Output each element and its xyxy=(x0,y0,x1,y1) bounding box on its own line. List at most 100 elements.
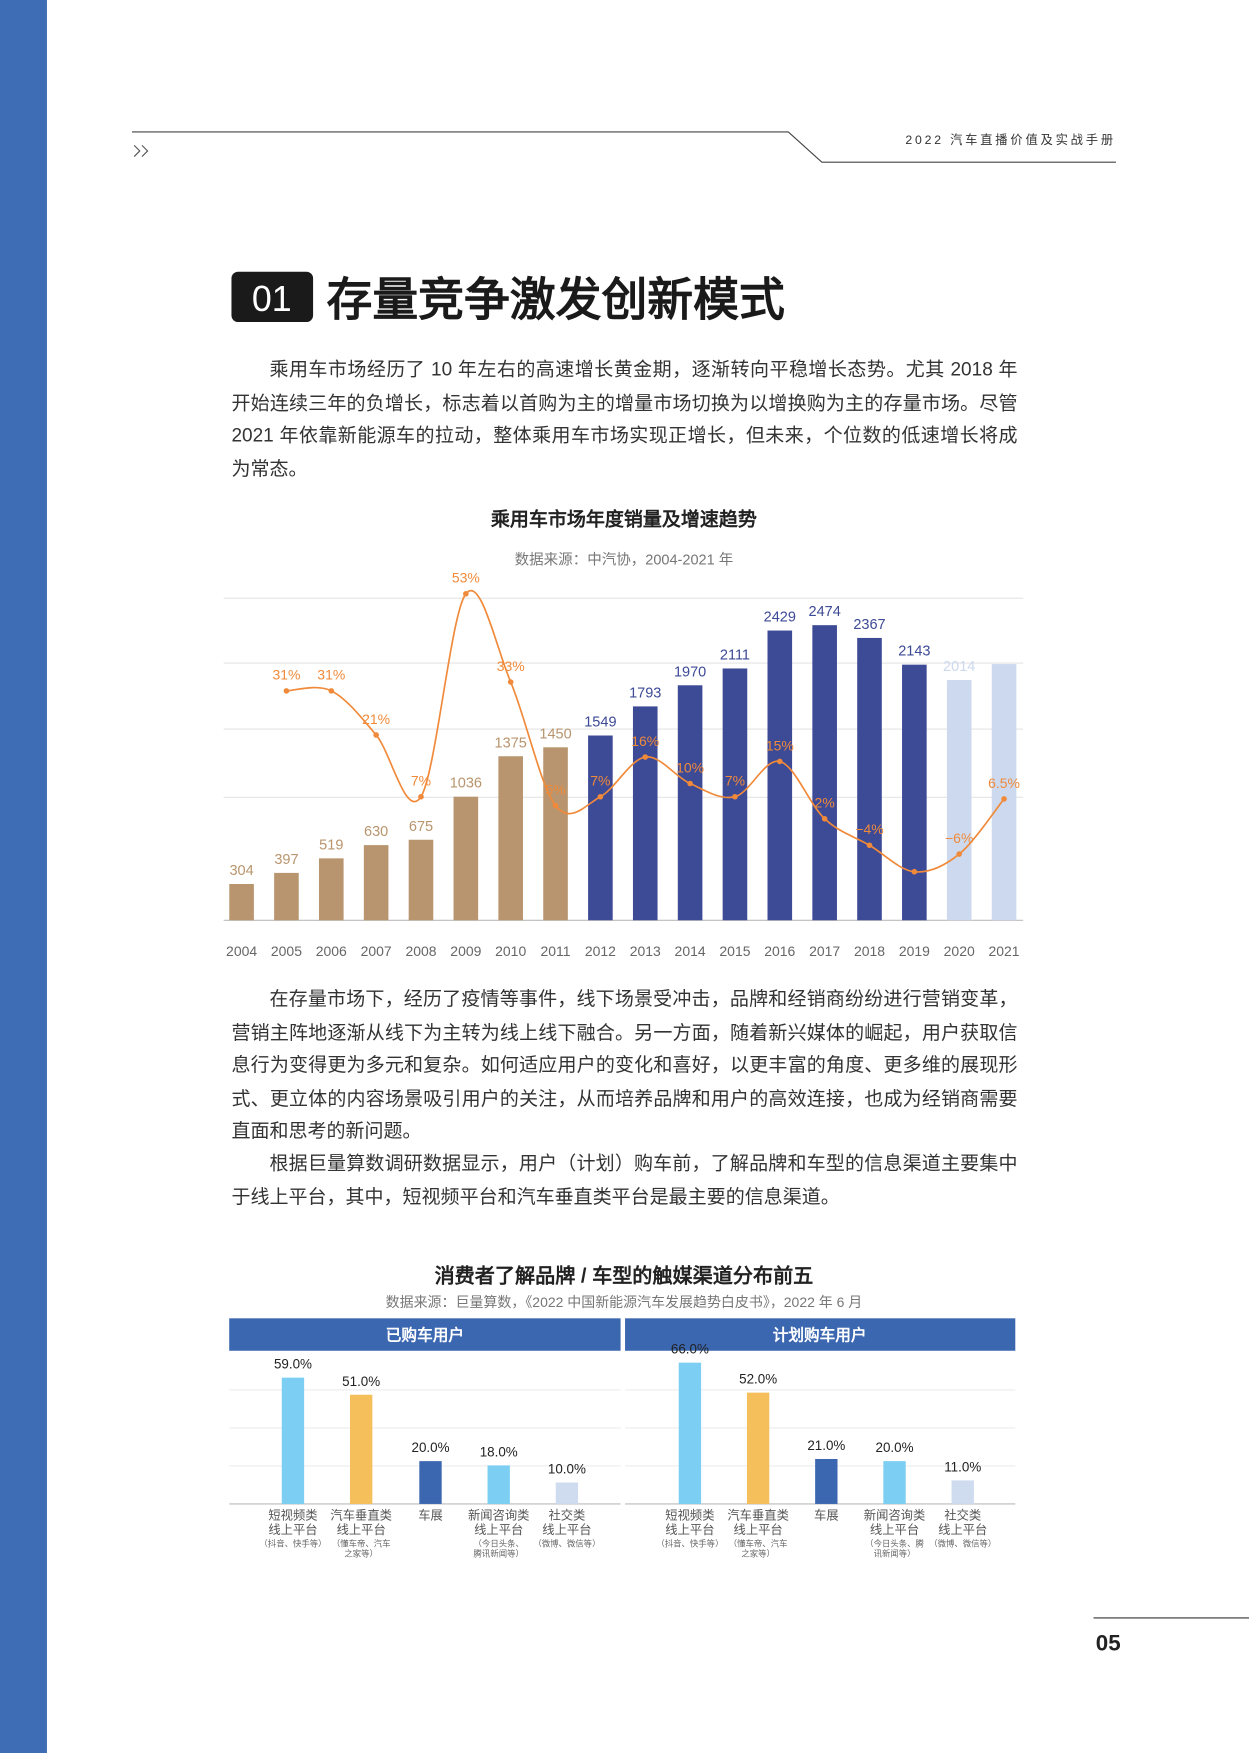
category-name: 社交类 线上平台 xyxy=(542,1509,592,1538)
side-stripe xyxy=(0,0,47,1753)
chart-title: 乘用车市场年度销量及增速趋势 xyxy=(490,508,757,531)
growth-point xyxy=(866,842,873,849)
growth-label: 6.5% xyxy=(988,775,1020,791)
growth-point xyxy=(373,732,379,738)
growth-label: −4% xyxy=(855,821,883,837)
growth-point xyxy=(732,793,738,800)
bar xyxy=(632,706,658,921)
category-label: 社交类 线上平台 （微博、微信等） xyxy=(522,1510,611,1549)
category-note: （懂车帝、汽车 之家等） xyxy=(728,1538,788,1559)
bar xyxy=(677,685,703,921)
bar xyxy=(363,845,389,921)
category-label: 车展 xyxy=(782,1510,871,1525)
paragraph: 在存量市场下，经历了疫情等事件，线下场景受冲击，品牌和经销商纷纷进行营销变革，营… xyxy=(231,988,1018,1142)
value-label: 2143 xyxy=(898,644,930,660)
bar xyxy=(857,637,882,921)
category-name: 短视频类 线上平台 xyxy=(665,1509,715,1538)
value-label: 675 xyxy=(409,819,433,835)
value-label: 10.0% xyxy=(548,1462,586,1477)
value-label: 66.0% xyxy=(671,1342,709,1357)
category-label: 社交类 线上平台 （微博、微信等） xyxy=(918,1510,1007,1549)
category-name: 车展 xyxy=(814,1509,839,1523)
bar xyxy=(408,839,434,921)
category-label: 短视频类 线上平台 （抖音、快手等） xyxy=(645,1510,734,1549)
x-tick-label: 2006 xyxy=(316,943,347,959)
x-tick-label: 2010 xyxy=(495,943,526,959)
value-label: 21.0% xyxy=(807,1438,845,1453)
x-tick-label: 2009 xyxy=(450,943,481,959)
category-name: 新闻咨询类 线上平台 xyxy=(863,1509,926,1538)
growth-point xyxy=(1001,796,1007,802)
category-label: 车展 xyxy=(386,1510,475,1525)
bar xyxy=(318,858,344,921)
header-rule xyxy=(131,131,1116,163)
bar xyxy=(555,1482,579,1504)
value-label: 397 xyxy=(274,852,298,868)
bar xyxy=(815,1458,838,1504)
growth-label: 2% xyxy=(815,795,835,811)
growth-label: 31% xyxy=(272,667,300,683)
bar xyxy=(991,664,1017,921)
category-note: （抖音、快手等） xyxy=(259,1538,327,1549)
section-number: 01 xyxy=(252,279,292,319)
bar xyxy=(767,630,793,921)
x-tick-label: 2019 xyxy=(899,943,930,959)
bar xyxy=(946,680,972,921)
x-tick-label: 2013 xyxy=(630,943,661,959)
category-name: 社交类 线上平台 xyxy=(938,1509,988,1538)
bar xyxy=(883,1461,906,1504)
category-label: 汽车垂直类 线上平台 （懂车帝、汽车 之家等） xyxy=(316,1510,405,1559)
panel-header xyxy=(229,1318,621,1351)
bar xyxy=(349,1394,373,1504)
panel-title: 已购车用户 xyxy=(386,1326,464,1345)
x-tick-label: 2014 xyxy=(675,943,706,959)
value-label: 1549 xyxy=(584,715,616,731)
category-label: 新闻咨询类 线上平台 （今日头条、腾 讯新闻等） xyxy=(850,1510,939,1559)
growth-label: 7% xyxy=(411,773,431,789)
value-label: 2474 xyxy=(809,604,841,620)
growth-point xyxy=(911,868,918,875)
bar xyxy=(746,1392,770,1504)
value-label: 1375 xyxy=(495,735,527,751)
bar xyxy=(498,756,523,921)
category-note: （今日头条、腾 讯新闻等） xyxy=(865,1538,924,1559)
growth-point xyxy=(956,851,962,857)
value-label: 1970 xyxy=(674,664,706,680)
value-label: 52.0% xyxy=(739,1372,777,1387)
paragraph: 根据巨量算数调研数据显示，用户（计划）购车前，了解品牌和车型的信息渠道主要集中于… xyxy=(231,1152,1018,1208)
header-title: 2022 汽车直播价值及实战手册 xyxy=(905,132,1116,147)
paragraph: 乘用车市场经历了 10 年左右的高速增长黄金期，逐渐转向平稳增长态势。尤其 20… xyxy=(231,358,1018,480)
page-number: 05 xyxy=(1096,1630,1121,1655)
value-label: 20.0% xyxy=(876,1440,914,1455)
bar xyxy=(274,872,299,921)
growth-point xyxy=(821,815,828,822)
x-tick-label: 2016 xyxy=(764,943,795,959)
panel-title: 计划购车用户 xyxy=(773,1326,867,1345)
category-note: （抖音、快手等） xyxy=(656,1538,724,1549)
growth-label: 33% xyxy=(497,658,525,674)
section-number-box xyxy=(231,271,314,323)
category-note: （懂车帝、汽车 之家等） xyxy=(331,1538,391,1559)
growth-point xyxy=(777,758,783,765)
value-label: 1450 xyxy=(539,726,571,742)
growth-label: 16% xyxy=(631,733,659,749)
bar xyxy=(419,1461,442,1504)
x-tick-label: 2008 xyxy=(405,943,436,959)
growth-label: 7% xyxy=(590,773,610,789)
category-note: （微博、微信等） xyxy=(533,1538,601,1549)
growth-point xyxy=(328,688,335,694)
x-tick-label: 2018 xyxy=(854,943,885,959)
category-note: （今日头条、 腾讯新闻等） xyxy=(473,1538,524,1559)
value-label: 20.0% xyxy=(411,1440,449,1455)
section-title: 存量竞争激发创新模式 xyxy=(327,274,785,325)
bar xyxy=(812,625,837,921)
bar xyxy=(281,1377,305,1504)
value-label: 1793 xyxy=(629,685,661,701)
growth-label: 7% xyxy=(725,773,745,789)
value-label: 18.0% xyxy=(480,1444,518,1459)
growth-point xyxy=(687,780,693,787)
growth-point xyxy=(552,802,559,809)
